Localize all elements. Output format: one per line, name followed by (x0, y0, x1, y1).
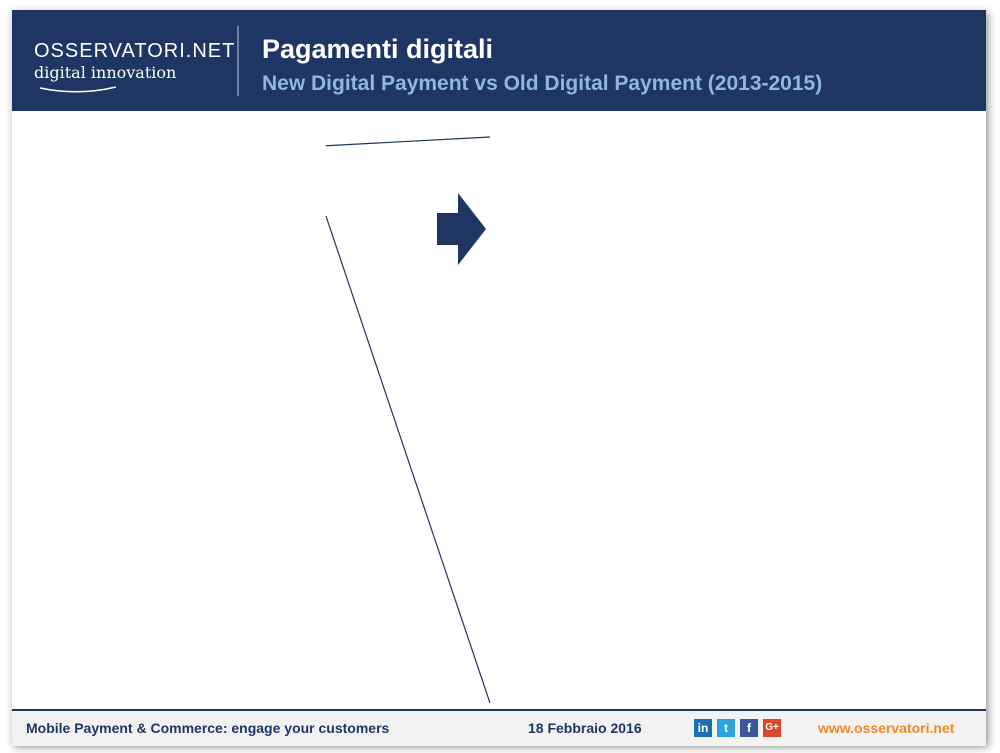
footer-url-link[interactable]: www.osservatori.net (818, 720, 955, 736)
logo-wordmark: OSSERVATORI.NET (34, 40, 236, 62)
page-title: Pagamenti digitali (262, 34, 494, 64)
chart-area: 126,7mld €14,7mld €141,4mld €90%2013138,… (12, 111, 986, 709)
logo-swoosh-icon (39, 86, 117, 93)
facebook-icon[interactable]: f (740, 719, 758, 737)
page-subtitle: New Digital Payment vs Old Digital Payme… (262, 72, 823, 95)
zoom-line-top (325, 136, 491, 147)
header-divider (237, 26, 239, 96)
twitter-icon[interactable]: t (717, 719, 735, 737)
linkedin-icon[interactable]: in (694, 719, 712, 737)
chart-background (12, 111, 986, 709)
right-arrow-icon (437, 193, 486, 265)
footer-tagline: Mobile Payment & Commerce: engage your c… (26, 720, 390, 736)
infographic-frame: OSSERVATORI.NET digital innovation Pagam… (12, 10, 986, 746)
footer-bar: Mobile Payment & Commerce: engage your c… (12, 709, 986, 746)
googleplus-icon[interactable]: G+ (763, 719, 781, 737)
header-bar: OSSERVATORI.NET digital innovation Pagam… (12, 10, 986, 111)
footer-date: 18 Febbraio 2016 (528, 720, 642, 736)
zoom-line-bottom (325, 216, 491, 704)
logo-tagline: digital innovation (34, 63, 177, 82)
